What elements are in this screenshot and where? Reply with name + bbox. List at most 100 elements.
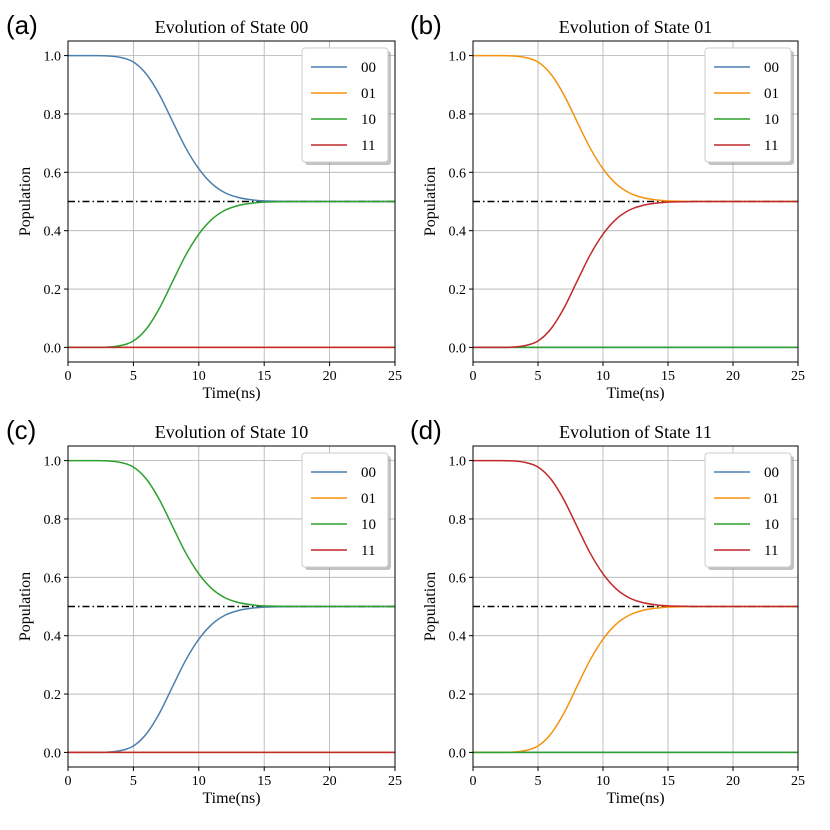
- x-tick-label: 20: [323, 774, 337, 789]
- x-tick-label: 25: [791, 369, 805, 384]
- legend-box: [301, 47, 389, 163]
- axes-frame: [67, 40, 396, 363]
- chart-panel-1: 0 5 10 15 20 25 0.0 0.2 0.4 0.6 0.8 1.0 Evolution of…: [410, 10, 805, 402]
- x-tick-label: 5: [130, 774, 137, 789]
- legend: 00 01 10 11: [704, 452, 794, 570]
- series-line-01: [473, 605, 798, 754]
- y-tick-label: 0.8: [449, 108, 467, 123]
- legend-label: 10: [764, 517, 779, 533]
- y-tick-label: 0.2: [44, 688, 62, 703]
- x-tick-label: 20: [323, 369, 337, 384]
- x-tick-label: 20: [726, 369, 740, 384]
- x-tick-label: 10: [192, 774, 206, 789]
- chart-panel-0: 0 5 10 15 20 25 0.0 0.2 0.4 0.6 0.8 1.0 Evolution of…: [6, 10, 402, 402]
- x-tick-label: 15: [661, 369, 675, 384]
- chart-title: Evolution of State 10: [155, 422, 308, 442]
- legend-label: 10: [361, 112, 376, 128]
- panel-label: (d): [410, 415, 442, 445]
- y-tick-label: 1.0: [44, 50, 62, 65]
- legend: 00 01 10 11: [301, 452, 391, 570]
- x-tick-label: 20: [726, 774, 740, 789]
- y-tick-label: 0.6: [449, 571, 467, 586]
- x-tick-label: 10: [596, 369, 610, 384]
- x-tick-label: 5: [535, 774, 542, 789]
- y-axis-label: Population: [17, 572, 34, 641]
- x-axis-label: Time(ns): [606, 385, 664, 402]
- y-tick-label: 0.8: [44, 513, 62, 528]
- series-line-11: [473, 459, 798, 608]
- x-tick-label: 5: [130, 369, 137, 384]
- legend-box: [704, 47, 792, 163]
- legend-label: 00: [764, 60, 779, 76]
- legend: 00 01 10 11: [704, 47, 794, 165]
- y-tick-label: 0.4: [449, 630, 467, 645]
- plot-area: [473, 54, 798, 349]
- x-tick-label: 10: [596, 774, 610, 789]
- x-tick-label: 10: [192, 369, 206, 384]
- y-tick-label: 0.8: [449, 513, 467, 528]
- panel-label: (c): [6, 415, 36, 445]
- y-tick-label: 0.6: [449, 166, 467, 181]
- y-axis-label: Population: [422, 572, 439, 641]
- axes-frame: [67, 445, 396, 768]
- x-axis-label: Time(ns): [202, 385, 260, 402]
- y-tick-label: 1.0: [449, 455, 467, 470]
- y-tick-label: 1.0: [449, 50, 467, 65]
- legend-label: 11: [764, 543, 778, 559]
- x-axis-label: Time(ns): [606, 790, 664, 807]
- legend-label: 01: [361, 491, 376, 507]
- x-tick-label: 0: [65, 774, 72, 789]
- x-tick-label: 25: [388, 369, 402, 384]
- axes-frame: [472, 445, 799, 768]
- y-tick-label: 0.0: [44, 341, 62, 356]
- x-tick-label: 0: [470, 774, 477, 789]
- series-line-10: [68, 200, 395, 349]
- y-tick-label: 0.4: [44, 225, 62, 240]
- x-tick-label: 25: [388, 774, 402, 789]
- legend-label: 10: [764, 112, 779, 128]
- y-axis-label: Population: [422, 167, 439, 236]
- chart-title: Evolution of State 01: [559, 17, 712, 37]
- y-axis-label: Population: [17, 167, 34, 236]
- x-tick-label: 15: [661, 774, 675, 789]
- chart-panel-2: 0 5 10 15 20 25 0.0 0.2 0.4 0.6 0.8 1.0 Evolution of…: [6, 415, 402, 807]
- legend-label: 00: [361, 60, 376, 76]
- legend-label: 01: [361, 86, 376, 102]
- chart-panel-3: 0 5 10 15 20 25 0.0 0.2 0.4 0.6 0.8 1.0 Evolution of…: [410, 415, 805, 807]
- y-tick-label: 0.4: [449, 225, 467, 240]
- legend-label: 01: [764, 86, 779, 102]
- panel-label: (a): [6, 10, 38, 40]
- y-tick-label: 0.0: [449, 746, 467, 761]
- x-tick-label: 0: [470, 369, 477, 384]
- y-tick-label: 0.0: [449, 341, 467, 356]
- x-tick-label: 15: [257, 369, 271, 384]
- panel-label: (b): [410, 10, 442, 40]
- legend-label: 00: [361, 465, 376, 481]
- legend-label: 11: [361, 543, 375, 559]
- legend-label: 11: [361, 138, 375, 154]
- y-tick-label: 0.8: [44, 108, 62, 123]
- legend-label: 00: [764, 465, 779, 481]
- legend-box: [704, 452, 792, 568]
- y-tick-label: 0.2: [449, 688, 467, 703]
- y-tick-label: 0.6: [44, 166, 62, 181]
- x-axis-label: Time(ns): [202, 790, 260, 807]
- y-tick-label: 0.6: [44, 571, 62, 586]
- x-tick-label: 0: [65, 369, 72, 384]
- y-tick-label: 0.2: [44, 283, 62, 298]
- plot-area: [68, 459, 395, 754]
- legend-label: 11: [764, 138, 778, 154]
- legend-label: 10: [361, 517, 376, 533]
- chart-title: Evolution of State 11: [559, 422, 712, 442]
- y-tick-label: 0.4: [44, 630, 62, 645]
- legend-box: [301, 452, 389, 568]
- y-tick-label: 0.2: [449, 283, 467, 298]
- series-line-10: [68, 459, 395, 608]
- plot-area: [473, 459, 798, 754]
- chart-title: Evolution of State 00: [155, 17, 308, 37]
- x-tick-label: 25: [791, 774, 805, 789]
- x-tick-label: 5: [535, 369, 542, 384]
- series-line-00: [68, 605, 395, 754]
- y-tick-label: 1.0: [44, 455, 62, 470]
